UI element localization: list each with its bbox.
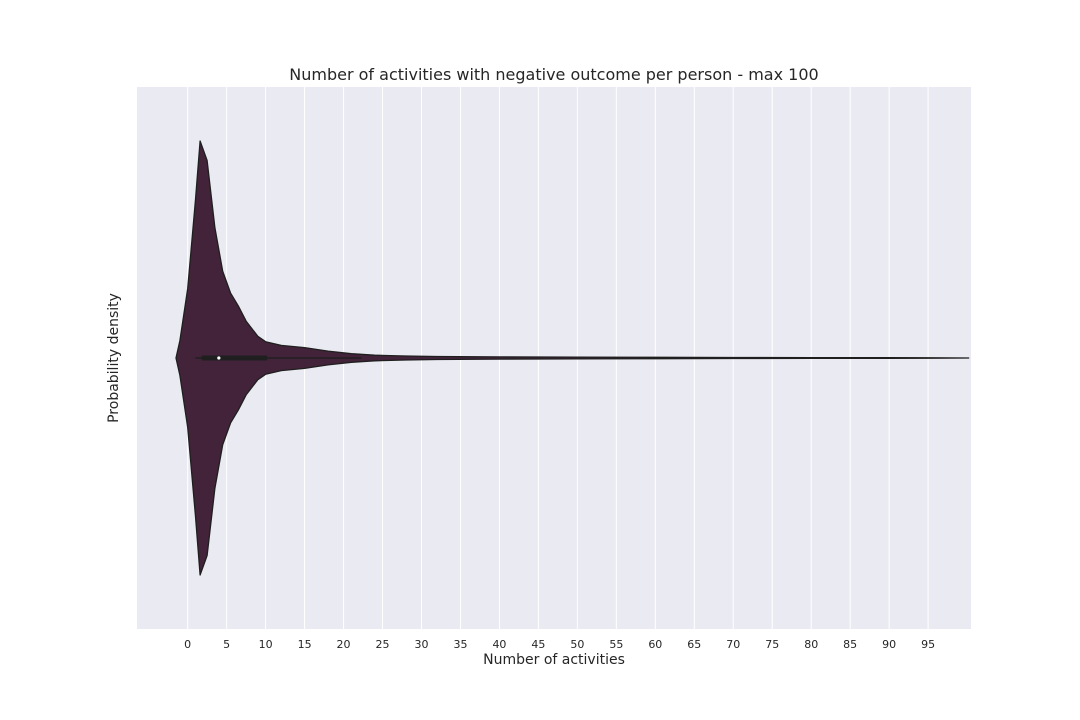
x-tick-label: 40 [492, 638, 506, 651]
x-tick-label: 75 [765, 638, 779, 651]
x-tick-label: 65 [687, 638, 701, 651]
x-tick-label: 70 [726, 638, 740, 651]
x-tick-label: 80 [804, 638, 818, 651]
x-tick-label: 20 [337, 638, 351, 651]
x-axis-label: Number of activities [483, 652, 625, 668]
x-tick-labels: 0 5 10 15 20 25 30 35 40 45 50 55 60 65 70 75 80 85 90 95 [184, 638, 935, 651]
x-tick-label: 35 [453, 638, 467, 651]
x-tick-label: 55 [609, 638, 623, 651]
x-tick-label: 25 [376, 638, 390, 651]
violin-median-marker [217, 356, 221, 360]
x-tick-label: 90 [882, 638, 896, 651]
x-tick-label: 95 [921, 638, 935, 651]
x-tick-label: 45 [531, 638, 545, 651]
violin-iqr-box [201, 355, 268, 361]
x-tick-label: 85 [843, 638, 857, 651]
y-axis-label: Probability density [106, 293, 122, 423]
x-tick-label: 15 [298, 638, 312, 651]
x-tick-label: 10 [259, 638, 273, 651]
x-tick-label: 5 [223, 638, 230, 651]
violin-body [175, 140, 970, 576]
x-tick-label: 30 [414, 638, 428, 651]
x-tick-label: 0 [184, 638, 191, 651]
x-tick-label: 50 [570, 638, 584, 651]
chart-title: Number of activities with negative outco… [289, 65, 818, 84]
violin-layer [175, 140, 970, 576]
x-tick-label: 60 [648, 638, 662, 651]
